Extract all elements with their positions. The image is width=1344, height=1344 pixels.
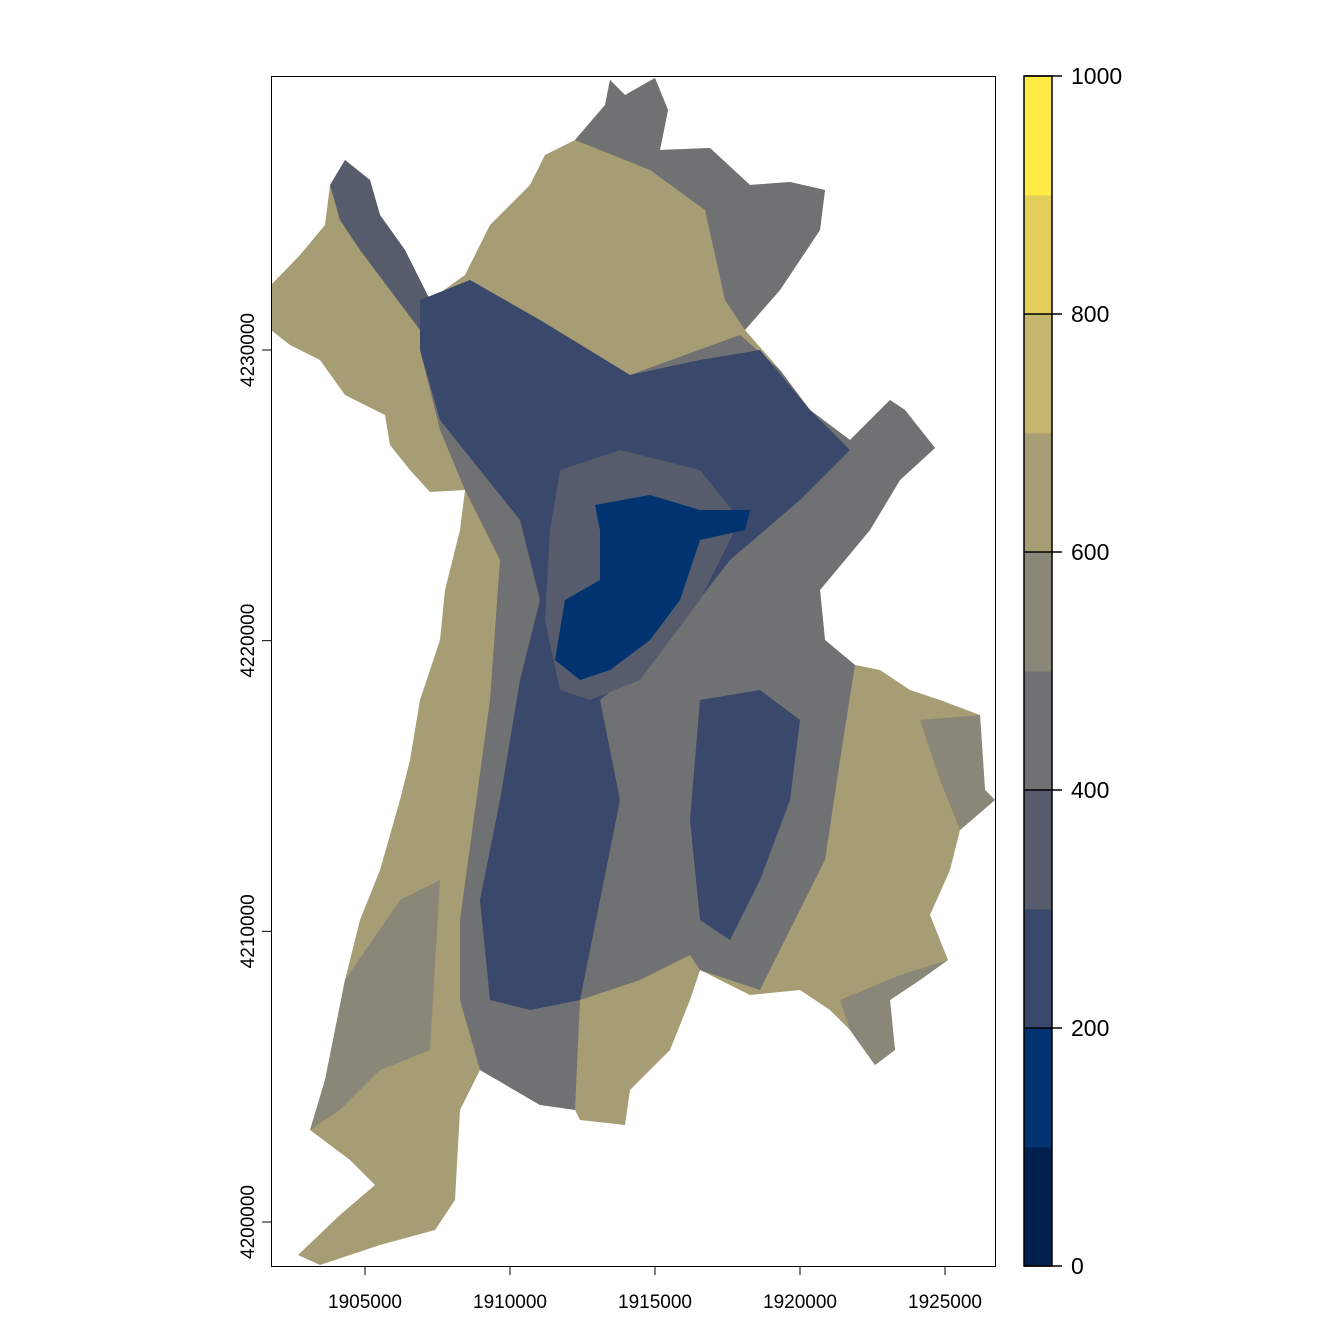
- region-blue-east: [690, 690, 800, 940]
- region-gray-top: [575, 78, 825, 330]
- x-tick-label: 1915000: [618, 1292, 692, 1313]
- raster-map: [271, 78, 995, 1265]
- x-tick-label: 1925000: [908, 1292, 982, 1313]
- legend: 0 200 400 600 800 1000: [1023, 63, 1122, 1279]
- y-tick-label: 4220000: [238, 604, 259, 678]
- legend-label: 200: [1071, 1015, 1109, 1041]
- region-dark-blue-center: [555, 495, 750, 680]
- y-axis: 4200000 4210000 4220000 4230000: [238, 313, 272, 1259]
- legend-swatch: [1024, 195, 1052, 315]
- x-tick-label: 1905000: [328, 1292, 402, 1313]
- legend-swatch: [1024, 552, 1052, 672]
- x-axis: 1905000 1910000 1915000 1920000 1925000: [328, 1266, 982, 1313]
- legend-label: 800: [1071, 301, 1109, 327]
- region-gray-right: [920, 715, 995, 830]
- legend-label: 0: [1071, 1253, 1084, 1279]
- legend-swatch: [1024, 909, 1052, 1029]
- region-gray-west: [330, 160, 430, 330]
- legend-swatch: [1024, 671, 1052, 791]
- legend-swatch: [1024, 790, 1052, 910]
- y-tick-label: 4230000: [238, 313, 259, 387]
- region-gray-southeast: [840, 960, 948, 1065]
- y-tick-label: 4210000: [238, 894, 259, 968]
- legend-swatch: [1024, 1147, 1052, 1267]
- legend-swatch: [1024, 76, 1052, 196]
- x-tick-label: 1910000: [473, 1292, 547, 1313]
- legend-swatch: [1024, 314, 1052, 434]
- legend-swatch: [1024, 433, 1052, 553]
- x-tick-label: 1920000: [763, 1292, 837, 1313]
- legend-label: 1000: [1071, 63, 1122, 89]
- legend-label: 600: [1071, 539, 1109, 565]
- y-tick-label: 4200000: [238, 1185, 259, 1259]
- region-gray-southwest: [310, 880, 440, 1130]
- legend-swatch: [1024, 1028, 1052, 1148]
- legend-label: 400: [1071, 777, 1109, 803]
